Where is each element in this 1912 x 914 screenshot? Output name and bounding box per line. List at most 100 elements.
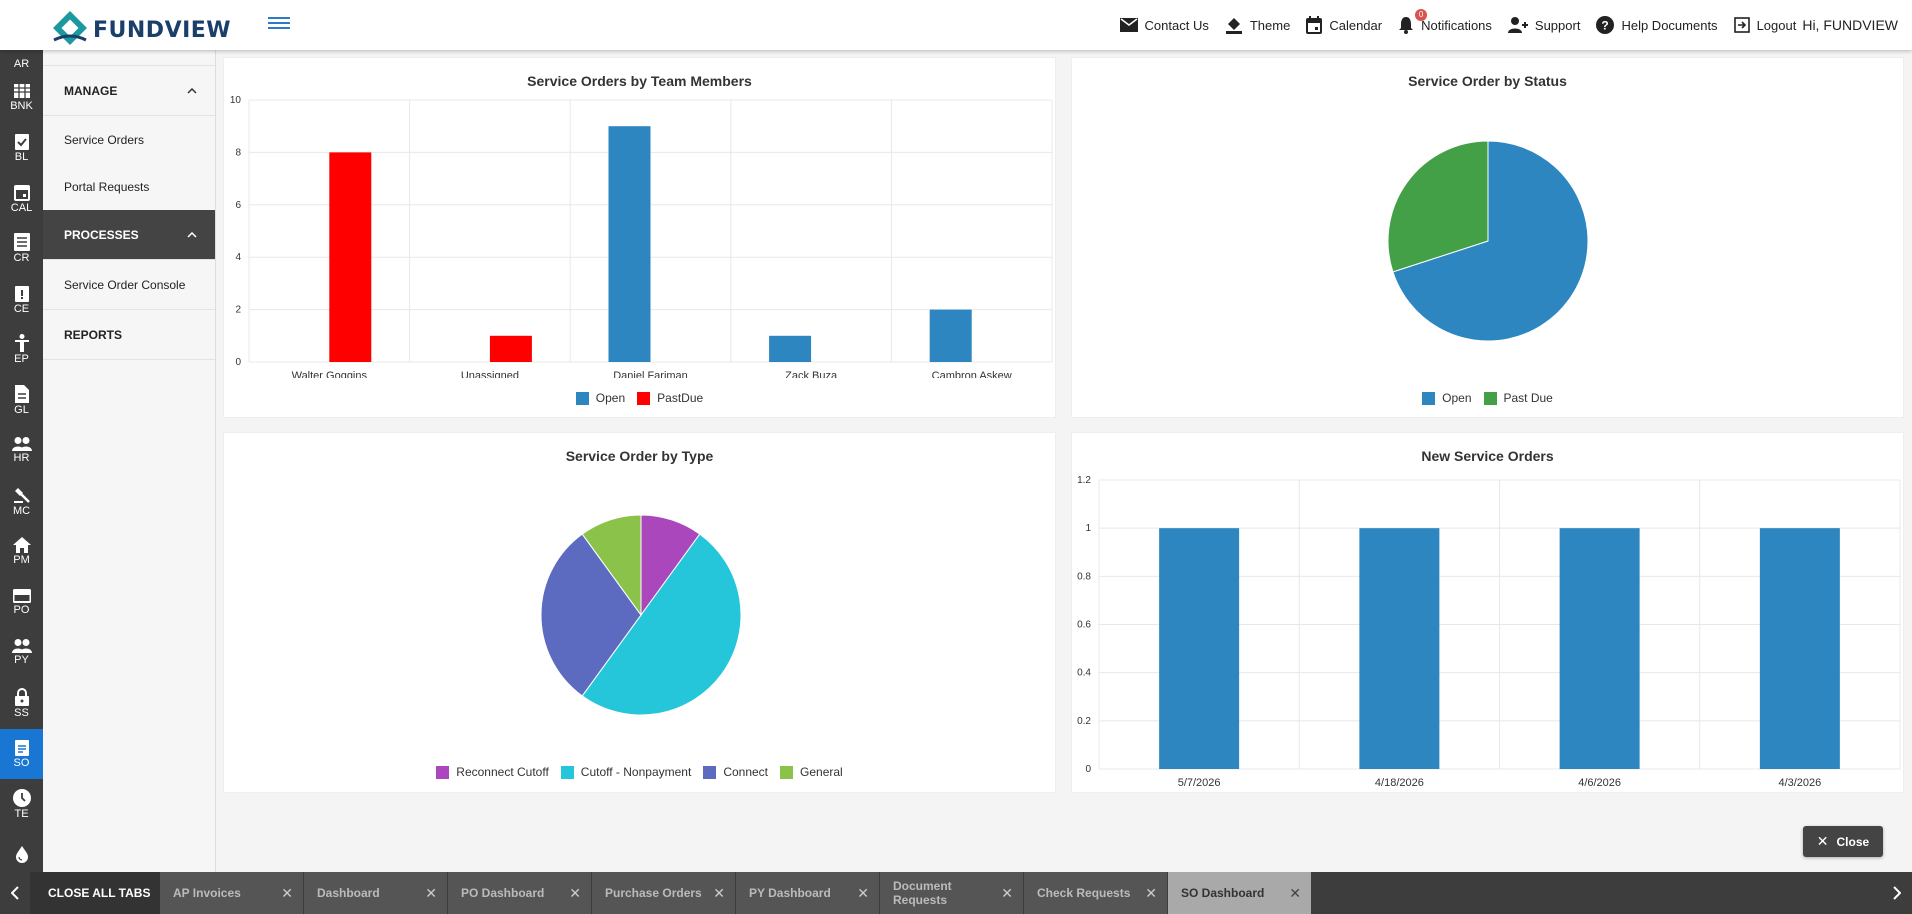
tab-item[interactable]: Purchase Orders ✕: [592, 872, 736, 914]
bar: [329, 152, 372, 362]
theme-link[interactable]: Theme: [1225, 16, 1290, 34]
person-icon: [14, 334, 29, 353]
team-bar-chart: 0 2 4 6 8 10 Walter Goggins Unassigned Daniel Fa…: [230, 95, 1053, 378]
rail-label: EP: [14, 353, 29, 366]
tab-item[interactable]: Check Requests ✕: [1024, 872, 1168, 914]
rail-item-ce[interactable]: CE: [0, 274, 43, 325]
service-order-console-link[interactable]: Service Order Console: [43, 260, 215, 310]
chart-legend: Open Past Due: [1072, 391, 1903, 405]
processes-section-toggle[interactable]: PROCESSES: [43, 210, 215, 260]
legend-label: Open: [1442, 391, 1472, 405]
tab-close-icon[interactable]: ✕: [1289, 884, 1301, 901]
legend-item-connect[interactable]: Connect: [703, 765, 768, 779]
x-tick-label: 4/6/2026: [1578, 777, 1621, 789]
paint-bucket-icon: [1225, 18, 1242, 34]
close-button[interactable]: ✕ Close: [1803, 826, 1883, 857]
legend-label: General: [800, 765, 843, 779]
calendar-icon: [1306, 16, 1323, 34]
tab-item[interactable]: Document Requests ✕: [880, 872, 1024, 914]
close-button-label: Close: [1836, 834, 1870, 849]
rail-item-bnk[interactable]: BNK: [0, 72, 43, 123]
support-person-icon: [1507, 17, 1528, 33]
tab-item[interactable]: SO Dashboard ✕: [1168, 872, 1312, 914]
tab-close-icon[interactable]: ✕: [1001, 884, 1013, 901]
rail-item-so[interactable]: SO: [0, 728, 43, 779]
tab-close-icon[interactable]: ✕: [857, 884, 869, 901]
tab-item[interactable]: PO Dashboard ✕: [448, 872, 592, 914]
rail-item-py[interactable]: PY: [0, 628, 43, 679]
legend-item-open[interactable]: Open: [575, 391, 625, 405]
clipboard-check-icon: [14, 134, 29, 151]
home-icon: [12, 537, 31, 554]
rail-item-ss[interactable]: SS: [0, 678, 43, 729]
close-all-tabs-button[interactable]: CLOSE ALL TABS: [30, 872, 160, 914]
hamburger-menu-icon[interactable]: [268, 14, 290, 34]
legend-item-pastdue[interactable]: PastDue: [637, 391, 703, 405]
help-documents-link[interactable]: ? Help Documents: [1596, 16, 1718, 34]
legend-item-general[interactable]: General: [780, 765, 843, 779]
tab-item[interactable]: Dashboard ✕: [304, 872, 448, 914]
manage-section-label: MANAGE: [64, 83, 118, 98]
logout-icon: [1733, 17, 1750, 33]
reports-section-toggle[interactable]: REPORTS: [43, 310, 215, 360]
people-icon: [11, 639, 32, 654]
rail-item-cr[interactable]: CR: [0, 224, 43, 275]
tab-bar: CLOSE ALL TABS AP Invoices ✕ Dashboard ✕ PO …: [0, 872, 1912, 914]
bar: [1559, 528, 1640, 769]
rail-item-pm[interactable]: PM: [0, 527, 43, 578]
tab-item[interactable]: AP Invoices ✕: [160, 872, 304, 914]
contact-us-link[interactable]: Contact Us: [1119, 18, 1209, 33]
tab-close-icon[interactable]: ✕: [1145, 884, 1157, 901]
legend-item-open[interactable]: Open: [1422, 391, 1472, 405]
tab-item[interactable]: PY Dashboard ✕: [736, 872, 880, 914]
clipboard-alert-icon: [14, 285, 29, 302]
legend-label: Reconnect Cutoff: [456, 765, 549, 779]
bar: [489, 335, 532, 362]
rail-item-hr[interactable]: HR: [0, 426, 43, 477]
y-tick-label: 8: [235, 147, 241, 158]
fundview-logo[interactable]: FUNDVIEW: [50, 10, 231, 50]
y-tick-label: 0.6: [1077, 620, 1091, 631]
svg-text:?: ?: [1602, 19, 1609, 33]
tab-close-icon[interactable]: ✕: [569, 884, 581, 901]
y-tick-label: 2: [235, 305, 241, 316]
support-label: Support: [1534, 17, 1581, 33]
bell-icon: [1399, 17, 1414, 34]
service-orders-link[interactable]: Service Orders: [64, 132, 145, 147]
legend-swatch: [637, 391, 651, 405]
rail-label: MC: [12, 504, 31, 517]
rail-item-cal[interactable]: CAL: [0, 173, 43, 224]
rail-item-ar[interactable]: AR: [0, 50, 43, 72]
tab-close-icon[interactable]: ✕: [425, 884, 437, 901]
legend-item-past-due[interactable]: Past Due: [1483, 391, 1553, 405]
divider: [43, 50, 215, 66]
rail-item-po[interactable]: PO: [0, 577, 43, 628]
notifications-link[interactable]: 0 Notifications: [1398, 9, 1492, 34]
calendar-icon: [13, 184, 30, 201]
rail-label: AR: [13, 58, 30, 70]
manage-section-toggle[interactable]: MANAGE: [43, 66, 215, 116]
rail-item-mc[interactable]: MC: [0, 476, 43, 527]
legend-item-cutoff-nonpayment[interactable]: Cutoff - Nonpayment: [560, 765, 691, 779]
legend-item-reconnect-cutoff[interactable]: Reconnect Cutoff: [436, 765, 549, 779]
status-pie-chart: [1387, 140, 1589, 342]
tab-scroll-left-button[interactable]: [0, 872, 30, 914]
support-link[interactable]: Support: [1507, 17, 1581, 33]
bar: [769, 335, 812, 362]
pie-slice: [581, 514, 642, 617]
tab-close-icon[interactable]: ✕: [713, 884, 725, 901]
logout-link[interactable]: Logout: [1733, 17, 1796, 33]
chevron-up-icon: [187, 231, 197, 238]
rail-item-ep[interactable]: EP: [0, 325, 43, 376]
logo-mark-icon: [53, 11, 87, 45]
rail-item-gl[interactable]: GL: [0, 375, 43, 426]
rail-item-te[interactable]: TE: [0, 779, 43, 830]
rail-label: CE: [13, 302, 30, 315]
calendar-link[interactable]: Calendar: [1306, 16, 1382, 34]
tab-scroll-right-button[interactable]: [1882, 872, 1912, 914]
tab-close-icon[interactable]: ✕: [281, 884, 293, 901]
rail-item-drop[interactable]: [0, 830, 43, 873]
rail-label: BNK: [10, 99, 33, 112]
portal-requests-link[interactable]: Portal Requests: [64, 179, 150, 194]
rail-item-bl[interactable]: BL: [0, 123, 43, 174]
